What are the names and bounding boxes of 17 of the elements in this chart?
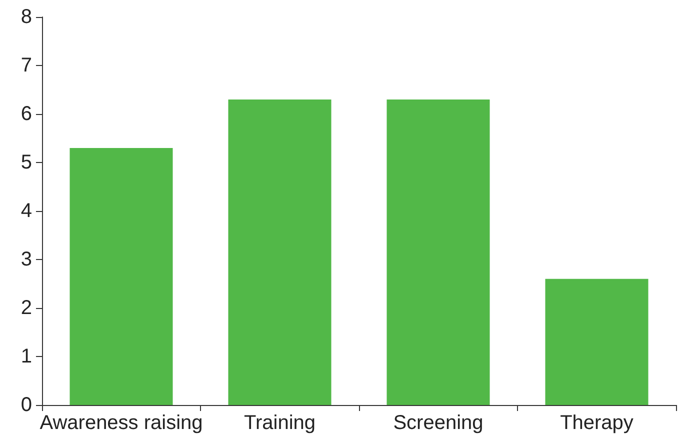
y-tick-label: 8 <box>20 6 32 28</box>
y-tick-label: 0 <box>20 394 32 416</box>
x-tick-label: Screening <box>393 412 484 434</box>
x-tick-label: Therapy <box>560 412 634 434</box>
x-tick-label: Training <box>244 412 316 434</box>
bar <box>545 278 648 405</box>
y-tick-label: 1 <box>20 346 32 368</box>
y-tick-label: 4 <box>20 200 32 222</box>
bar <box>228 99 332 405</box>
x-tick-label: Awareness raising <box>40 412 203 434</box>
bar <box>70 148 173 405</box>
y-tick-label: 5 <box>20 152 32 174</box>
y-tick-label: 7 <box>20 54 32 76</box>
y-tick-label: 2 <box>20 297 32 319</box>
y-tick-label: 6 <box>20 103 32 125</box>
bar <box>386 99 490 405</box>
y-tick-label: 3 <box>20 248 32 270</box>
